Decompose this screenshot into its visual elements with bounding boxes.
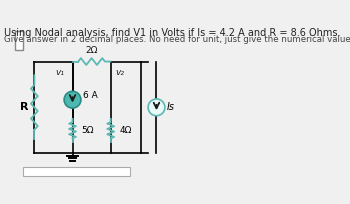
- Circle shape: [64, 91, 81, 108]
- Text: 2Ω: 2Ω: [85, 47, 98, 55]
- Text: Using Nodal analysis, find V1 in Volts if Is = 4.2 A and R = 8.6 Ohms.: Using Nodal analysis, find V1 in Volts i…: [4, 28, 340, 38]
- Text: R: R: [20, 102, 29, 112]
- Text: Is: Is: [167, 102, 175, 112]
- Text: v₂: v₂: [116, 68, 124, 77]
- Text: 5Ω: 5Ω: [81, 126, 93, 135]
- Bar: [23, 167, 130, 176]
- Text: v₁: v₁: [56, 68, 65, 77]
- Text: 6 A: 6 A: [83, 91, 98, 100]
- Bar: [15, 31, 23, 50]
- Text: 4Ω: 4Ω: [119, 126, 132, 135]
- Text: Give answer in 2 decimal places. No need for unit, just give the numerical value: Give answer in 2 decimal places. No need…: [4, 35, 350, 44]
- Circle shape: [148, 99, 165, 116]
